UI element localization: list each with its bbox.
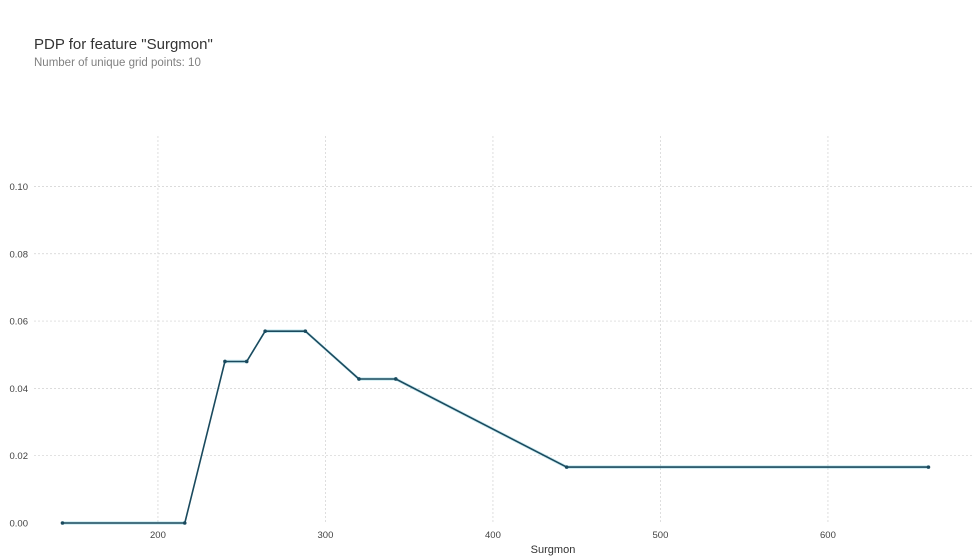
y-tick-label: 0.04 <box>10 384 29 395</box>
data-point <box>926 465 931 469</box>
grid-layer <box>34 136 972 523</box>
data-point <box>564 465 569 469</box>
line-layer <box>62 330 929 524</box>
data-point <box>244 359 249 364</box>
marker-layer <box>60 329 931 525</box>
data-point <box>263 329 267 333</box>
chart-title: PDP for feature "Surgmon" <box>34 36 213 53</box>
y-tick-label: 0.10 <box>10 182 29 193</box>
y-tick-label: 0.06 <box>10 317 29 328</box>
x-tick-label: 400 <box>485 530 501 541</box>
x-tick-label: 500 <box>653 530 669 541</box>
tick-layer: 0.00 0.02 0.04 0.06 0.08 0.10 200 300 400 500 600 <box>10 182 836 541</box>
x-axis-label: Surgmon <box>531 544 576 556</box>
pdp-line <box>62 330 929 524</box>
y-tick-label: 0.00 <box>10 519 29 530</box>
data-point <box>357 377 361 381</box>
data-point <box>182 521 187 525</box>
data-point <box>60 521 65 525</box>
x-tick-label: 200 <box>150 530 166 541</box>
y-tick-label: 0.02 <box>10 451 29 462</box>
data-point <box>223 359 227 364</box>
chart-subtitle: Number of unique grid points: 10 <box>34 57 201 69</box>
y-tick-label: 0.08 <box>10 249 29 260</box>
x-tick-label: 300 <box>318 530 334 541</box>
data-point <box>394 377 398 381</box>
x-tick-label: 600 <box>820 530 836 541</box>
data-point <box>303 329 308 333</box>
